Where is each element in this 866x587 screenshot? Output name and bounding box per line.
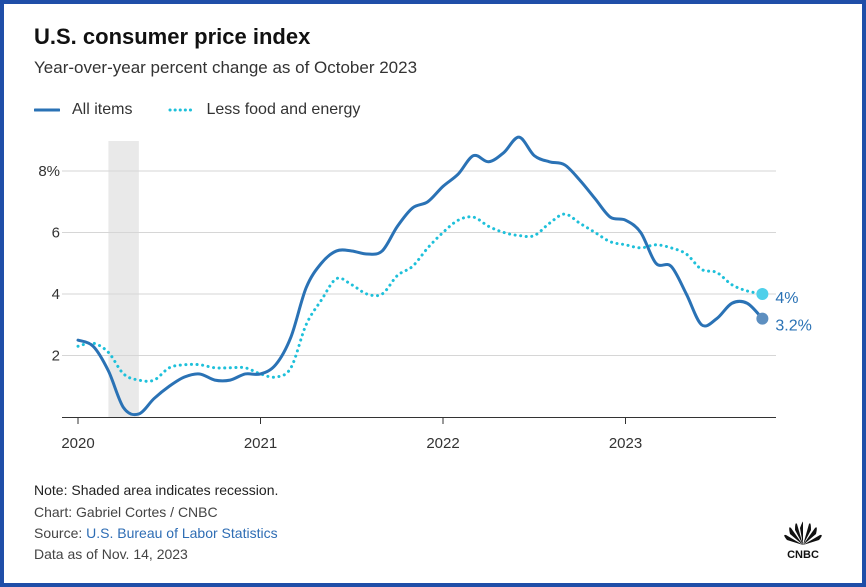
end-label-core: 4% [775, 290, 798, 307]
x-tick-label: 2021 [244, 435, 277, 452]
series-line-all-items [76, 135, 764, 417]
recession-band [108, 141, 139, 417]
source-link[interactable]: U.S. Bureau of Labor Statistics [86, 525, 278, 541]
legend: All items Less food and energy [34, 101, 396, 119]
chart-credit: Chart: Gabriel Cortes / CNBC [34, 504, 218, 520]
series-line-core [76, 212, 764, 383]
peacock-icon [784, 521, 822, 545]
legend-swatch-dotted [168, 108, 195, 112]
source-prefix: Source: [34, 525, 87, 541]
legend-swatch-solid [34, 108, 60, 112]
chart-subtitle: Year-over-year percent change as of Octo… [34, 58, 418, 77]
x-tick-label: 2020 [61, 435, 94, 452]
y-tick-label: 4 [52, 286, 60, 303]
x-tick-label: 2023 [609, 435, 642, 452]
legend-label-core: Less food and energy [206, 101, 361, 118]
footer: Note: Shaded area indicates recession. C… [34, 480, 278, 565]
y-tick-label: 6 [52, 225, 60, 242]
source-line: Source: U.S. Bureau of Labor Statistics [34, 523, 278, 544]
y-tick-label: 2 [52, 348, 60, 365]
recession-note: Note: Shaded area indicates recession. [34, 482, 279, 498]
end-marker-all-items [756, 312, 769, 325]
cnbc-logo: CNBC [784, 521, 822, 560]
logo-text: CNBC [787, 549, 819, 560]
legend-item-core: Less food and energy [168, 101, 360, 119]
y-tick-label: 8% [38, 163, 60, 180]
legend-label-all-items: All items [72, 101, 133, 118]
legend-item-all-items: All items [34, 101, 132, 119]
chart-title: U.S. consumer price index [34, 24, 311, 49]
end-label-all-items: 3.2% [775, 318, 811, 335]
end-marker-core [756, 288, 769, 300]
data-date: Data as of Nov. 14, 2023 [34, 546, 188, 562]
x-tick-label: 2022 [426, 435, 459, 452]
